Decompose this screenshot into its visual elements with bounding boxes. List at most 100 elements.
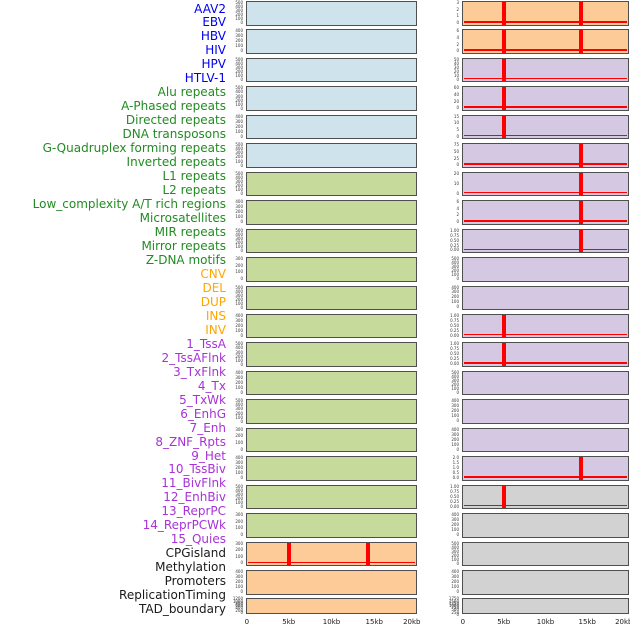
signal-baseline xyxy=(464,106,627,108)
y-tick-label: 1200 xyxy=(232,596,243,602)
signal-baseline xyxy=(464,77,627,80)
y-tick-label: 1000 xyxy=(232,598,243,604)
y-tick-label: 400 xyxy=(451,544,459,550)
signal-spike xyxy=(502,485,507,509)
y-tick-label: 400 xyxy=(235,288,243,294)
signal-baseline xyxy=(464,163,627,165)
panel-row: 1200 1000 800 600 400 200 0 xyxy=(233,597,417,614)
y-tick-label: 0 xyxy=(240,275,243,281)
y-tick-label: 200 xyxy=(451,268,459,274)
y-tick-label: 2.0 xyxy=(452,455,459,461)
y-tick-label: 500 xyxy=(451,607,459,613)
signal-spike xyxy=(578,30,583,53)
y-tick-label: 300 xyxy=(235,204,243,210)
panel-row: 400 300 200 100 0 xyxy=(235,200,417,225)
y-tick-label: 20 xyxy=(453,98,459,104)
y-tick-label: 400 xyxy=(235,146,243,152)
y-tick-label: 2 xyxy=(456,212,459,218)
feature-panel xyxy=(462,200,629,225)
y-tick-label: 0 xyxy=(456,219,459,225)
feature-label: Methylation xyxy=(155,560,226,575)
panel-row: 500 400 300 200 100 0 xyxy=(451,370,629,396)
y-tick-label: 100 xyxy=(235,327,243,333)
y-tick-label: 200 xyxy=(235,518,243,524)
x-axis-tick-label: 20kb xyxy=(403,618,421,626)
y-tick-label: 100 xyxy=(235,553,243,559)
y-tick-label: 0.25 xyxy=(450,356,459,362)
y-axis-ticks: 1.00 0.75 0.50 0.25 0.00 xyxy=(439,228,459,254)
y-tick-label: 6 xyxy=(456,199,459,205)
feature-label: L1 repeats xyxy=(162,169,227,184)
feature-label: Alu repeats xyxy=(157,85,226,100)
y-tick-label: 300 xyxy=(451,573,459,579)
signal-spike xyxy=(578,457,583,480)
y-tick-label: 200 xyxy=(235,182,243,188)
panel-column-left: 500 400 300 200 100 0 400 300 200 100 0 500 400 300 20… xyxy=(233,0,417,615)
feature-panel xyxy=(246,570,417,595)
y-tick-label: 75 xyxy=(453,142,459,148)
y-tick-label: 0.00 xyxy=(450,361,459,367)
feature-panel xyxy=(462,598,629,614)
y-axis-ticks: 500 400 300 200 100 0 xyxy=(223,171,243,197)
signal-baseline xyxy=(464,134,627,137)
y-axis-ticks: 400 300 200 100 0 xyxy=(439,399,459,424)
y-tick-label: 400 xyxy=(235,312,243,318)
y-tick-label: 0 xyxy=(240,304,243,310)
y-tick-label: 500 xyxy=(235,142,243,148)
y-tick-label: 300 xyxy=(451,378,459,383)
y-tick-label: 200 xyxy=(235,607,243,613)
y-axis-ticks: 400 300 200 100 0 xyxy=(439,427,459,453)
y-tick-label: 300 xyxy=(235,374,243,380)
y-tick-label: 0 xyxy=(240,389,243,395)
x-axis-right: 0 5kb 10kb 15kb 20kb xyxy=(461,616,630,628)
signal-baseline xyxy=(464,248,627,251)
y-tick-label: 0.00 xyxy=(450,503,459,509)
y-tick-label: 200 xyxy=(235,97,243,103)
y-tick-label: 30 xyxy=(453,65,459,71)
x-axis-tick-label: 15kb xyxy=(578,618,596,626)
y-tick-label: 300 xyxy=(235,292,243,298)
y-tick-label: 300 xyxy=(235,540,243,546)
panel-row: 400 300 200 100 0 xyxy=(235,569,417,595)
y-tick-label: 100 xyxy=(235,499,243,505)
feature-panel xyxy=(246,541,417,567)
y-tick-label: 500 xyxy=(235,398,243,404)
feature-panel xyxy=(246,342,417,367)
panel-row: 2.0 1.5 1.0 0.5 0.0 xyxy=(453,456,629,481)
signal-spike xyxy=(578,2,583,25)
feature-panel xyxy=(246,370,417,396)
y-tick-label: 0.00 xyxy=(450,247,459,253)
y-tick-label: 0.0 xyxy=(452,475,459,481)
signal-baseline xyxy=(464,476,627,478)
y-tick-label: 200 xyxy=(451,578,459,584)
y-tick-label: 200 xyxy=(451,522,459,528)
feature-label: HBV xyxy=(200,29,226,44)
panel-row: 1.00 0.75 0.50 0.25 0.00 xyxy=(450,228,629,254)
signal-spike xyxy=(578,201,583,224)
y-axis-ticks: 1.00 0.75 0.50 0.25 0.00 xyxy=(439,484,459,510)
y-tick-label: 500 xyxy=(451,369,459,375)
y-tick-label: 300 xyxy=(235,349,243,355)
panel-row: 400 300 200 100 0 xyxy=(235,114,417,140)
panel-row: 400 300 200 100 0 xyxy=(451,427,629,453)
y-tick-label: 0 xyxy=(456,276,459,282)
feature-label: DNA transposons xyxy=(122,127,227,142)
panel-row: 400 300 200 100 0 xyxy=(235,313,417,339)
y-tick-label: 50 xyxy=(453,56,459,62)
feature-label: 4_Tx xyxy=(197,378,226,393)
y-tick-label: 10 xyxy=(453,120,459,126)
y-axis-ticks: 1750 1500 1250 1000 750 500 250 0 xyxy=(439,597,459,617)
feature-label: 5_TxWk xyxy=(179,392,226,407)
feature-label: 7_Enh xyxy=(189,420,226,435)
y-tick-label: 400 xyxy=(451,373,459,379)
y-tick-label: 750 xyxy=(451,605,459,611)
signal-baseline xyxy=(464,21,627,23)
y-tick-label: 0 xyxy=(456,48,459,54)
y-tick-label: 6 xyxy=(456,28,459,34)
feature-label: G-Quadruplex forming repeats xyxy=(42,141,226,156)
feature-label: ReplicationTiming xyxy=(119,588,226,603)
feature-label: 1_TssA xyxy=(186,336,226,351)
y-tick-label: 0 xyxy=(240,609,243,615)
y-axis-ticks: 400 300 200 100 0 xyxy=(223,456,243,481)
signal-spike xyxy=(502,30,507,53)
